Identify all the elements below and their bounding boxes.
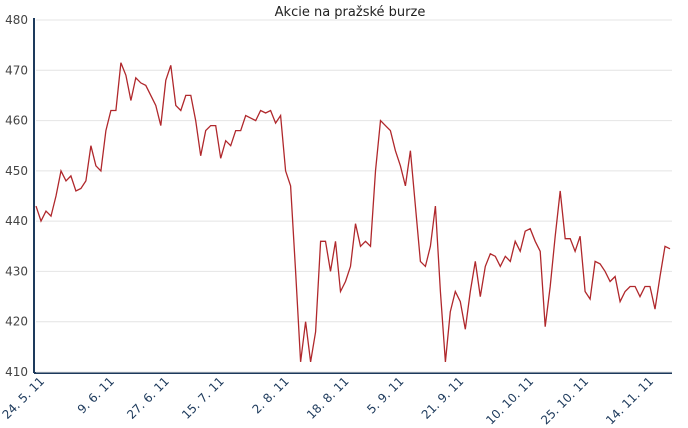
y-tick-label: 440 <box>5 214 28 228</box>
y-tick-label: 410 <box>5 365 28 379</box>
x-tick-label: 5. 9. 11 <box>364 374 406 416</box>
x-tick-label: 21. 9. 11 <box>419 374 467 422</box>
x-tick-label: 10. 10. 11 <box>483 374 536 427</box>
x-tick-label: 15. 7. 11 <box>179 374 227 422</box>
x-tick-label: 25. 10. 11 <box>538 374 591 427</box>
x-tick-label: 24. 5. 11 <box>0 374 47 422</box>
chart-title: Akcie na pražské burze <box>275 5 426 20</box>
y-tick-label: 470 <box>5 63 28 77</box>
y-tick-label: 450 <box>5 164 28 178</box>
x-tick-label: 2. 8. 11 <box>249 374 291 416</box>
x-tick-label: 18. 8. 11 <box>304 374 352 422</box>
x-tick-label: 9. 6. 11 <box>75 374 117 416</box>
y-tick-label: 420 <box>5 315 28 329</box>
x-tick-label: 14. 11. 11 <box>603 374 656 427</box>
y-tick-label: 460 <box>5 114 28 128</box>
x-tick-label: 27. 6. 11 <box>124 374 172 422</box>
y-tick-label: 430 <box>5 264 28 278</box>
line <box>35 62 671 363</box>
y-tick-label: 480 <box>5 13 28 27</box>
